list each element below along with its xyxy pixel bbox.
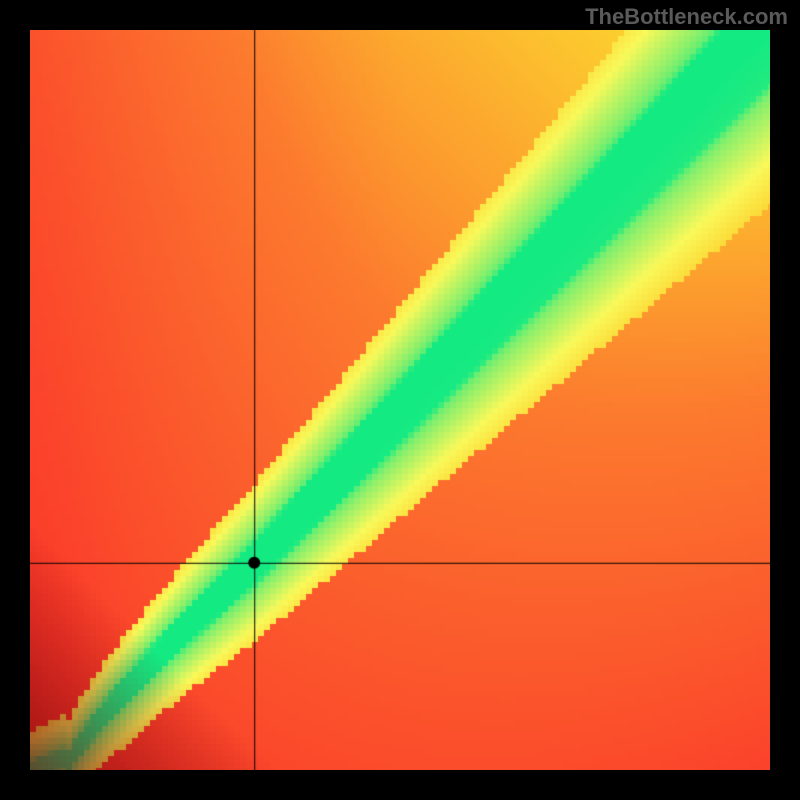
- heatmap-plot: [30, 30, 770, 770]
- watermark-text: TheBottleneck.com: [585, 4, 788, 30]
- chart-container: TheBottleneck.com: [0, 0, 800, 800]
- heatmap-canvas: [30, 30, 770, 770]
